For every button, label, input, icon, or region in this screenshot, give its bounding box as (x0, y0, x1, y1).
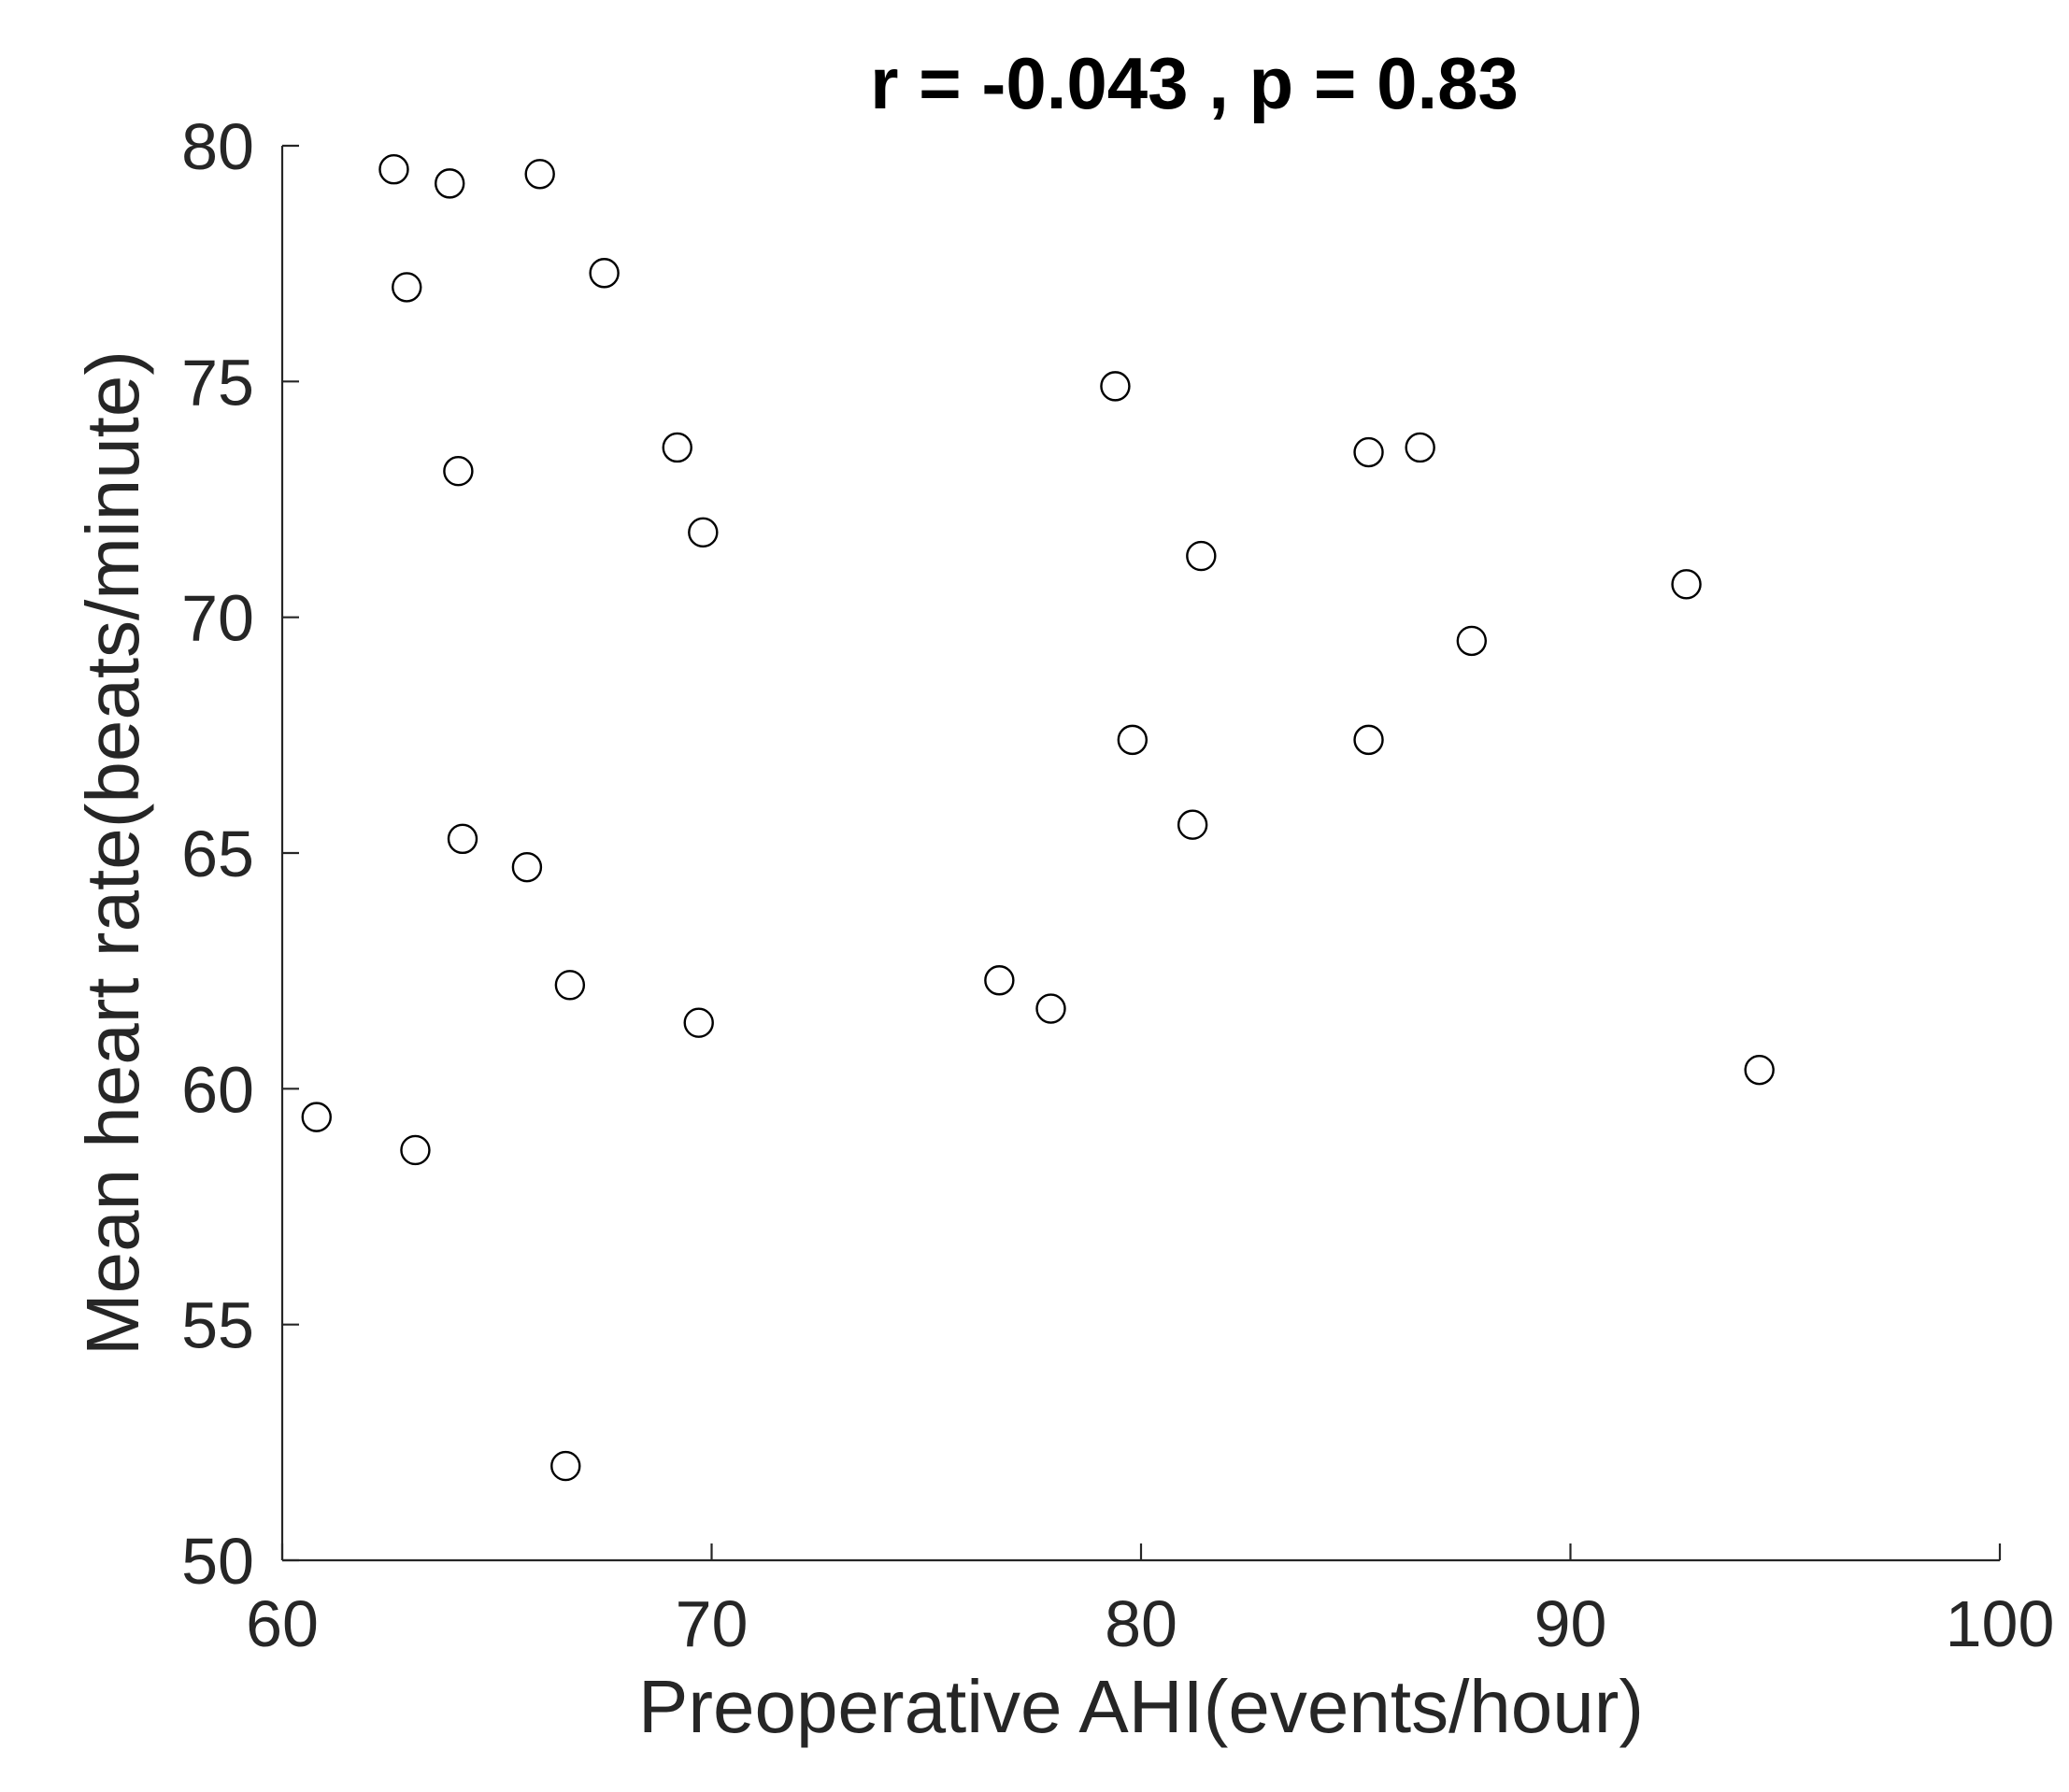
data-point (1353, 436, 1384, 468)
data-point (443, 456, 474, 487)
data-point (554, 970, 586, 1001)
data-point (1100, 371, 1131, 402)
axes (280, 146, 2000, 1562)
data-point (688, 517, 719, 548)
data-point (984, 965, 1015, 996)
data-point (1186, 540, 1217, 572)
x-axis-title: Preoperative AHI(events/hour) (638, 1665, 1644, 1748)
y-tick-label: 60 (181, 1053, 254, 1126)
data-point (524, 159, 555, 190)
data-point (589, 258, 620, 289)
data-point (683, 1007, 714, 1038)
data-points (301, 154, 1775, 1482)
data-point (435, 168, 465, 199)
y-tick-label: 75 (181, 346, 254, 419)
data-point (550, 1450, 581, 1482)
data-point (1177, 809, 1208, 840)
data-point (1744, 1054, 1775, 1086)
data-point (447, 823, 478, 855)
y-tick-label: 65 (181, 818, 254, 890)
y-tick-label: 55 (181, 1289, 254, 1362)
data-point (1117, 724, 1149, 756)
y-tick-label: 50 (181, 1525, 254, 1598)
y-tick-label: 70 (181, 582, 254, 655)
data-point (1035, 993, 1066, 1024)
data-point (392, 272, 422, 303)
y-ticks: 50 55 60 65 70 75 80 (181, 110, 299, 1598)
y-tick-label: 80 (181, 110, 254, 183)
data-point (662, 432, 692, 463)
data-point (1405, 432, 1435, 463)
x-ticks: 60 70 80 90 100 (246, 1543, 2054, 1660)
x-tick-label: 60 (246, 1587, 319, 1660)
data-point (511, 851, 543, 883)
y-axis-title: Mean heart rate(beats/minute) (71, 350, 154, 1356)
data-point (400, 1134, 431, 1166)
data-point (1456, 625, 1488, 657)
x-tick-label: 100 (1946, 1587, 2055, 1660)
data-point (1671, 569, 1702, 600)
data-point (301, 1102, 332, 1132)
data-point (378, 154, 409, 185)
data-point (1353, 724, 1384, 756)
chart-title: r = -0.043 , p = 0.83 (870, 42, 1519, 124)
x-tick-label: 80 (1105, 1587, 1177, 1660)
x-tick-label: 90 (1534, 1587, 1607, 1660)
x-tick-label: 70 (676, 1587, 749, 1660)
